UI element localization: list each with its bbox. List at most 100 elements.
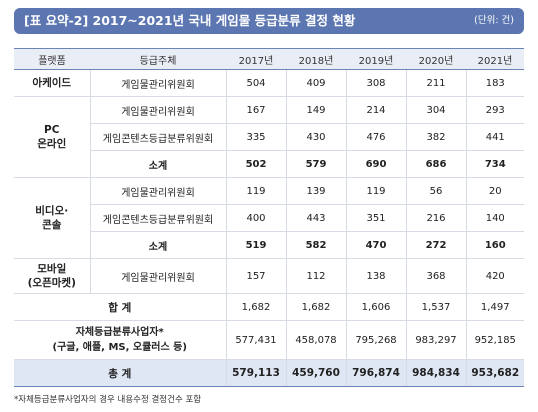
value-cell: 119 xyxy=(225,177,286,205)
sum-cell: 1,682 xyxy=(285,293,346,321)
value-cell: 443 xyxy=(285,204,346,232)
value-cell: 167 xyxy=(225,96,286,124)
unit-label: (단위: 건) xyxy=(474,15,514,26)
value-cell: 214 xyxy=(345,96,406,124)
sum-cell: 1,682 xyxy=(225,293,286,321)
value-cell: 504 xyxy=(225,69,286,97)
org-cell: 게임물관리위원회 xyxy=(89,177,226,205)
value-cell: 430 xyxy=(285,123,346,151)
subtotal-cell: 690 xyxy=(345,150,406,178)
sum-cell: 1,537 xyxy=(405,293,466,321)
value-cell: 335 xyxy=(225,123,286,151)
platform-pc-online: PC 온라인 xyxy=(14,96,90,178)
value-cell: 20 xyxy=(465,177,524,205)
subtotal-row: 소계 502 579 690 686 734 xyxy=(14,150,524,178)
value-cell: 476 xyxy=(345,123,406,151)
org-cell: 게임물관리위원회 xyxy=(89,69,226,97)
value-cell: 420 xyxy=(465,258,524,294)
value-cell: 409 xyxy=(285,69,346,97)
sum-row: 합 계 1,682 1,682 1,606 1,537 1,497 xyxy=(14,293,524,321)
rating-decision-table: 플랫폼 등급주체 2017년 2018년 2019년 2020년 2021년 아… xyxy=(14,48,524,387)
org-cell: 게임콘텐츠등급분류위원회 xyxy=(89,123,226,151)
self-rating-line2: (구글, 애플, MS, 오큘러스 등) xyxy=(52,342,187,353)
table-title-bar: [표 요약-2] 2017~2021년 국내 게임물 등급분류 결정 현황 (단… xyxy=(14,8,524,34)
platform-mobile-line2: (오픈마켓) xyxy=(27,277,76,289)
column-header-2021: 2021년 xyxy=(466,48,524,70)
value-cell: 139 xyxy=(285,177,346,205)
subtotal-cell: 272 xyxy=(405,231,466,259)
value-cell: 382 xyxy=(405,123,466,151)
column-header-2019: 2019년 xyxy=(346,48,406,70)
sum-cell: 1,606 xyxy=(345,293,406,321)
value-cell: 216 xyxy=(405,204,466,232)
table-header-row: 플랫폼 등급주체 2017년 2018년 2019년 2020년 2021년 xyxy=(14,48,524,70)
column-header-platform: 플랫폼 xyxy=(14,48,90,70)
self-rating-line1: 자체등급분류사업자* xyxy=(75,327,164,338)
column-header-2017: 2017년 xyxy=(226,48,286,70)
sum-cell: 1,497 xyxy=(465,293,524,321)
total-cell: 796,874 xyxy=(345,359,406,387)
platform-mobile-line1: 모바일 xyxy=(37,263,67,275)
table-row: PC 온라인 게임물관리위원회 167 149 214 304 293 xyxy=(14,96,524,178)
value-cell: 293 xyxy=(465,96,524,124)
table-row: 게임콘텐츠등급분류위원회 400 443 351 216 140 xyxy=(14,204,524,232)
column-header-org: 등급주체 xyxy=(90,48,226,70)
value-cell: 140 xyxy=(465,204,524,232)
value-cell: 304 xyxy=(405,96,466,124)
table-row: 게임콘텐츠등급분류위원회 335 430 476 382 441 xyxy=(14,123,524,151)
self-rating-cell: 983,297 xyxy=(405,320,466,360)
total-label: 총 계 xyxy=(14,359,226,387)
value-cell: 119 xyxy=(345,177,406,205)
total-cell: 953,682 xyxy=(465,359,524,387)
org-cell: 게임물관리위원회 xyxy=(89,96,226,124)
value-cell: 351 xyxy=(345,204,406,232)
table-row: 비디오· 콘솔 게임물관리위원회 119 139 119 56 20 xyxy=(14,177,524,259)
table-title: [표 요약-2] 2017~2021년 국내 게임물 등급분류 결정 현황 xyxy=(24,13,356,28)
total-cell: 984,834 xyxy=(405,359,466,387)
self-rating-cell: 795,268 xyxy=(345,320,406,360)
value-cell: 149 xyxy=(285,96,346,124)
value-cell: 368 xyxy=(405,258,466,294)
value-cell: 400 xyxy=(225,204,286,232)
platform-arcade: 아케이드 xyxy=(14,69,90,97)
platform-video-line1: 비디오· xyxy=(35,205,69,217)
subtotal-cell: 734 xyxy=(465,150,524,178)
footnote: *자체등급분류사업자의 경우 내용수정 결정건수 포함 xyxy=(14,395,202,405)
column-header-2020: 2020년 xyxy=(406,48,466,70)
platform-video-line2: 콘솔 xyxy=(42,219,62,231)
self-rating-cell: 458,078 xyxy=(285,320,346,360)
platform-pc-line1: PC xyxy=(44,124,60,136)
subtotal-cell: 160 xyxy=(465,231,524,259)
subtotal-cell: 519 xyxy=(225,231,286,259)
platform-mobile: 모바일 (오픈마켓) xyxy=(14,258,90,294)
value-cell: 441 xyxy=(465,123,524,151)
sum-label: 합 계 xyxy=(14,293,226,321)
org-cell: 게임물관리위원회 xyxy=(89,258,226,294)
subtotal-cell: 686 xyxy=(405,150,466,178)
subtotal-cell: 582 xyxy=(285,231,346,259)
subtotal-label: 소계 xyxy=(89,150,226,178)
self-rating-cell: 952,185 xyxy=(465,320,524,360)
subtotal-label: 소계 xyxy=(89,231,226,259)
total-cell: 579,113 xyxy=(225,359,286,387)
total-row: 총 계 579,113 459,760 796,874 984,834 953,… xyxy=(14,359,524,387)
total-cell: 459,760 xyxy=(285,359,346,387)
value-cell: 138 xyxy=(345,258,406,294)
value-cell: 112 xyxy=(285,258,346,294)
subtotal-cell: 502 xyxy=(225,150,286,178)
self-rating-row: 자체등급분류사업자* (구글, 애플, MS, 오큘러스 등) 577,431 … xyxy=(14,320,524,360)
self-rating-cell: 577,431 xyxy=(225,320,286,360)
table-row: 아케이드 게임물관리위원회 504 409 308 211 183 xyxy=(14,69,524,97)
value-cell: 211 xyxy=(405,69,466,97)
self-rating-label: 자체등급분류사업자* (구글, 애플, MS, 오큘러스 등) xyxy=(14,320,226,360)
value-cell: 157 xyxy=(225,258,286,294)
subtotal-cell: 579 xyxy=(285,150,346,178)
value-cell: 56 xyxy=(405,177,466,205)
value-cell: 308 xyxy=(345,69,406,97)
value-cell: 183 xyxy=(465,69,524,97)
subtotal-cell: 470 xyxy=(345,231,406,259)
org-cell: 게임콘텐츠등급분류위원회 xyxy=(89,204,226,232)
table-row: 모바일 (오픈마켓) 게임물관리위원회 157 112 138 368 420 xyxy=(14,258,524,294)
platform-video-console: 비디오· 콘솔 xyxy=(14,177,90,259)
subtotal-row: 소계 519 582 470 272 160 xyxy=(14,231,524,259)
